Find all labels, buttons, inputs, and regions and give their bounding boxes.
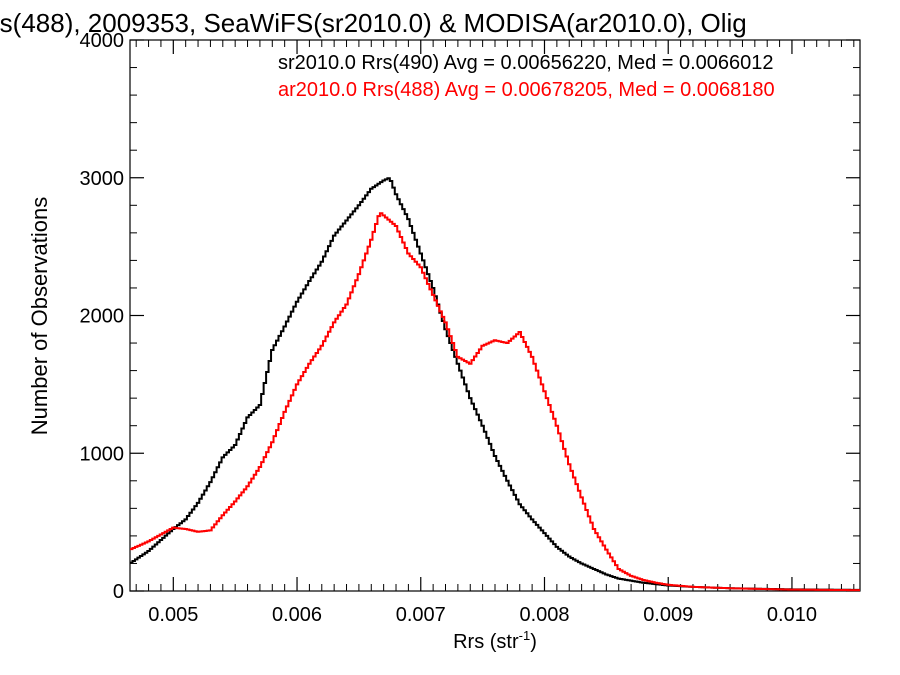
y-axis: 0 1000 2000 3000 4000	[80, 30, 860, 603]
legend: sr2010.0 Rrs(490) Avg = 0.00656220, Med …	[278, 52, 775, 101]
x-axis-label-superscript: -1	[519, 628, 531, 643]
x-axis-label-main: Rrs (str	[453, 631, 519, 653]
y-axis-label: Number of Observations	[27, 197, 52, 435]
x-tick-label: 0.007	[396, 604, 446, 626]
y-tick-label: 2000	[80, 306, 125, 328]
x-axis: 0.005 0.006 0.007 0.008 0.009 0.010	[135, 40, 855, 626]
chart-title: rs(488), 2009353, SeaWiFS(sr2010.0) & MO…	[0, 8, 747, 38]
x-tick-label: 0.005	[148, 604, 198, 626]
series-group	[130, 177, 860, 592]
x-tick-label: 0.006	[272, 604, 322, 626]
x-tick-label: 0.009	[643, 604, 693, 626]
x-axis-label: Rrs (str-1)	[453, 628, 537, 653]
series-ar2010-line	[130, 212, 860, 592]
y-tick-label: 0	[113, 581, 124, 603]
x-tick-label: 0.010	[767, 604, 817, 626]
legend-entry-ar2010: ar2010.0 Rrs(488) Avg = 0.00678205, Med …	[278, 79, 775, 101]
series-sr2010-line	[130, 177, 860, 591]
y-tick-label: 1000	[80, 443, 125, 465]
x-tick-label: 0.008	[519, 604, 569, 626]
legend-entry-sr2010: sr2010.0 Rrs(490) Avg = 0.00656220, Med …	[278, 52, 774, 74]
x-axis-label-close: )	[530, 631, 537, 653]
plot-frame	[129, 39, 861, 592]
y-tick-label: 3000	[80, 168, 125, 190]
y-tick-label: 4000	[80, 30, 125, 52]
